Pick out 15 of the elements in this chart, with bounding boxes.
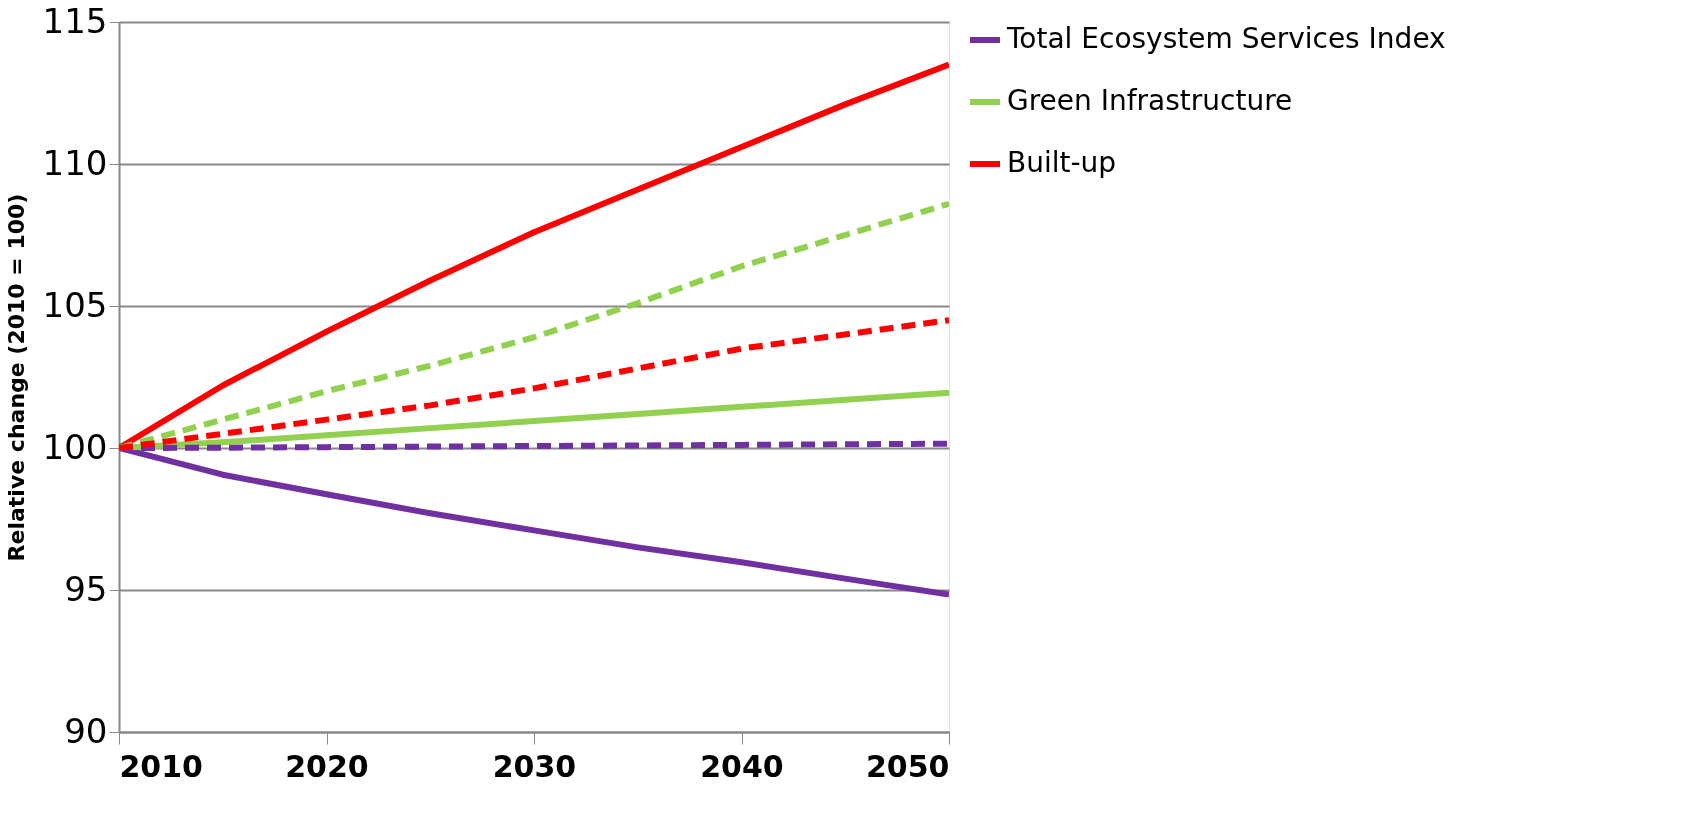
y-tick-label: 110 (42, 142, 108, 183)
y-tick-label: 95 (64, 568, 108, 609)
x-tick-label: 2050 (866, 748, 950, 784)
y-axis-title: Relative change (2010 = 100) (3, 193, 29, 562)
legend-label: Total Ecosystem Services Index (1006, 22, 1446, 55)
x-tick-label: 2010 (119, 748, 203, 784)
x-tick-label: 2030 (492, 748, 577, 784)
legend-label: Green Infrastructure (1007, 84, 1293, 117)
y-tick-label: 90 (64, 710, 108, 751)
y-tick-label: 115 (42, 0, 108, 41)
x-tick-label: 2040 (700, 748, 784, 784)
y-tick-label: 100 (42, 426, 108, 467)
legend-label: Built-up (1007, 146, 1117, 179)
y-tick-label: 105 (42, 284, 108, 325)
x-tick-label: 2020 (285, 748, 369, 784)
